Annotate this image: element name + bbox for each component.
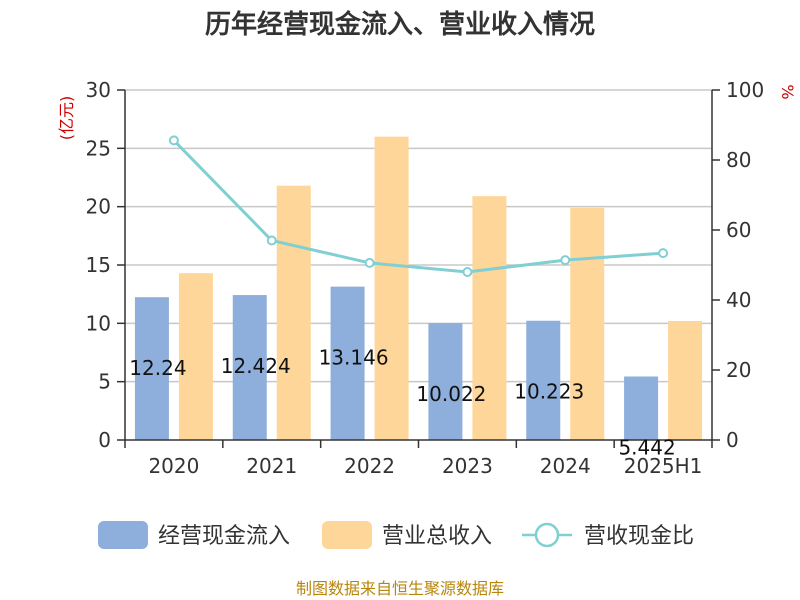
ratio-point [364,257,375,268]
bar-total-revenue [668,321,703,440]
legend: 经营现金流入 营业总收入 营收现金比 [98,521,694,549]
left-tick-label: 25 [86,136,111,160]
bar-total-revenue [276,185,311,440]
bar-cash-inflow [232,295,267,440]
bar-total-revenue [178,273,213,440]
left-tick-label: 15 [86,253,111,277]
bar-cash-inflow [526,320,561,440]
axes: 0 5 10 15 20 25 30 0 20 40 60 80 100 (亿元)% 2020 2021 202… [57,78,797,478]
x-tick-label: 2025H1 [624,454,703,478]
x-tick-label: 2020 [148,454,199,478]
right-tick-label: 40 [726,288,751,312]
data-label-cash-inflow: 10.022 [416,382,486,406]
legend-label-ratio: 营收现金比 [584,524,694,549]
left-tick-label: 0 [98,428,111,452]
left-tick-label: 5 [98,370,111,394]
data-label-cash-inflow: 10.223 [514,380,584,404]
x-tick-label: 2024 [540,454,591,478]
bar-total-revenue [570,207,605,440]
ratio-point [658,248,669,259]
left-tick-label: 30 [86,78,111,102]
x-tick-label: 2022 [344,454,395,478]
ratio-point [168,135,179,146]
data-label-cash-inflow: 5.442 [618,436,675,460]
source-note: 制图数据来自恒生聚源数据库 [296,579,504,598]
right-tick-label: 60 [726,218,751,242]
legend-label-cash-inflow: 经营现金流入 [158,524,290,549]
legend-label-total-revenue: 营业总收入 [382,524,492,549]
chart-title: 历年经营现金流入、营业收入情况 [205,9,595,40]
ratio-point [560,255,571,266]
bars [134,136,703,440]
bar-total-revenue [472,196,507,440]
bar-total-revenue [374,136,409,440]
bar-cash-inflow [330,286,365,440]
left-tick-label: 10 [86,311,111,335]
ratio-series-line [172,139,664,274]
ratio-point [266,235,277,246]
legend-swatch-total-revenue [322,521,372,549]
x-tick-label: 2023 [442,454,493,478]
gridlines [125,89,712,383]
bar-cash-inflow [428,323,463,440]
data-label-cash-inflow: 13.146 [319,346,389,370]
right-axis-unit: % [778,84,797,99]
ratio-point [462,267,473,277]
bar-cash-inflow [624,376,659,440]
right-tick-label: 80 [726,148,751,172]
data-labels: 12.24 12.424 13.146 10.022 10.223 5.442 [129,346,675,460]
legend-swatch-cash-inflow [98,521,148,549]
ratio-line [168,135,669,277]
right-tick-label: 100 [726,78,764,102]
data-label-cash-inflow: 12.24 [129,356,186,380]
left-tick-label: 20 [86,195,111,219]
legend-marker-ratio [534,522,560,548]
right-tick-label: 20 [726,358,751,382]
bar-cash-inflow [134,297,169,440]
x-tick-label: 2021 [246,454,297,478]
data-label-cash-inflow: 12.424 [221,354,291,378]
right-tick-label: 0 [726,428,739,452]
left-axis-unit: (亿元) [57,96,76,141]
